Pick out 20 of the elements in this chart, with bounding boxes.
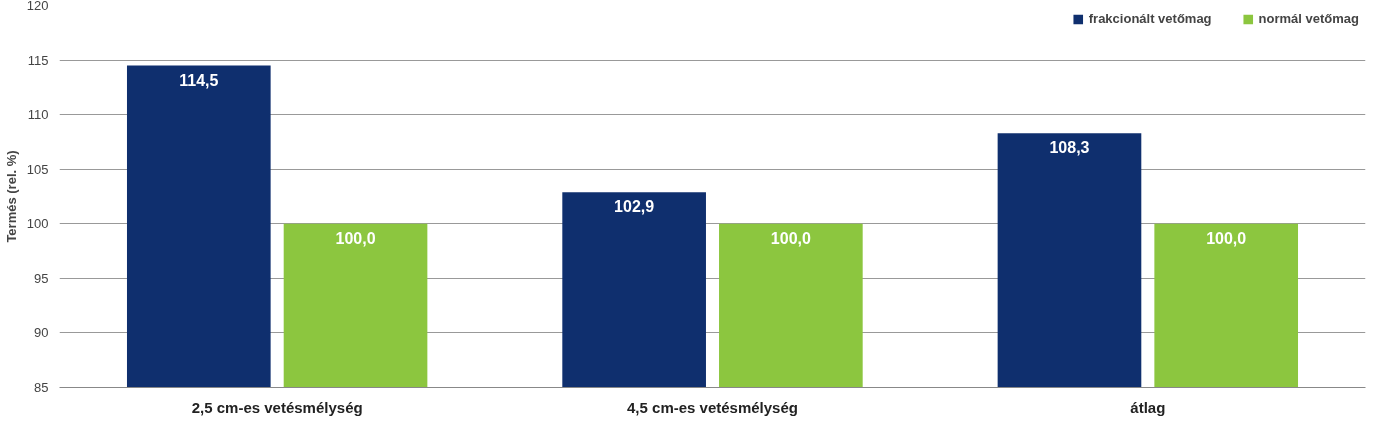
y-tick-label: 105 [26,161,49,177]
y-tick-label: 100 [26,216,49,232]
data-label: 100,0 [335,229,376,247]
data-label: 100,0 [770,229,811,247]
data-label: 108,3 [1049,139,1090,157]
y-tick-label: 115 [27,52,49,68]
y-tick-label: 95 [34,270,49,286]
legend-label: frakcionált vetőmag [1088,11,1212,26]
y-tick-label: 85 [34,380,49,395]
x-tick-label: átlag [1130,398,1166,416]
data-label: 100,0 [1206,229,1247,247]
y-tick-label: 90 [34,325,49,341]
x-tick-label: 2,5 cm-es vetésmélység [191,398,363,416]
y-tick-label: 110 [27,107,49,123]
y-axis-title: Termés (rel. %) [3,150,19,243]
data-label: 114,5 [179,71,219,89]
data-label: 102,9 [614,198,655,216]
x-tick-label: 4,5 cm-es vetésmélység [627,398,798,416]
y-tick-label: 120 [26,0,49,13]
legend-label: normál vetőmag [1258,11,1359,26]
